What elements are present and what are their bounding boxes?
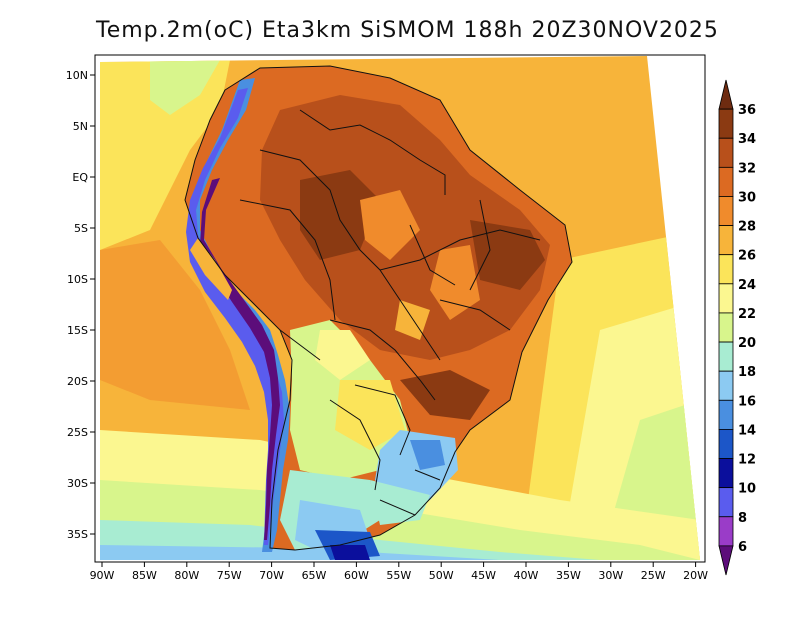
- lat-tick-label: 10N: [66, 69, 88, 82]
- colorbar-label: 26: [738, 249, 756, 264]
- colorbar-segment: [718, 458, 734, 489]
- country-borders: [184, 65, 573, 551]
- lat-tick-label: 10S: [67, 273, 88, 286]
- colorbar-label: 32: [738, 161, 756, 176]
- lon-tick-label: 25W: [641, 569, 666, 582]
- lat-tick-label: EQ: [72, 171, 88, 184]
- lon-tick-label: 50W: [429, 569, 454, 582]
- colorbar-label: 10: [738, 482, 756, 497]
- colorbar-label: 24: [738, 278, 756, 293]
- lat-tick-label: 5N: [73, 120, 88, 133]
- lon-tick-label: 80W: [174, 569, 199, 582]
- lon-tick-label: 35W: [556, 569, 581, 582]
- colorbar-label: 18: [738, 365, 756, 380]
- lat-tick-label: 25S: [67, 426, 88, 439]
- lon-tick-label: 85W: [132, 569, 157, 582]
- colorbar-label: 34: [738, 132, 756, 147]
- lon-tick-label: 75W: [217, 569, 242, 582]
- colorbar-label: 30: [738, 190, 756, 205]
- lon-tick-label: 20W: [683, 569, 708, 582]
- colorbar-segment: [718, 341, 734, 372]
- colorbar-label: 12: [738, 453, 756, 468]
- colorbar-label: 8: [738, 511, 747, 526]
- colorbar-segment: [718, 516, 734, 547]
- lat-tick-label: 5S: [74, 222, 88, 235]
- lat-tick-label: 35S: [67, 528, 88, 541]
- colorbar-label: 22: [738, 307, 756, 322]
- colorbar-label: 28: [738, 220, 756, 235]
- lat-tick-label: 30S: [67, 477, 88, 490]
- colorbar: 36 34 32 30 28 26 24 22 20 18 16 14 12 10 8 6: [718, 79, 756, 576]
- colorbar-label: 14: [738, 423, 756, 438]
- colorbar-segment: [718, 225, 734, 256]
- colorbar-segment: [718, 312, 734, 343]
- colorbar-segment: [718, 108, 734, 139]
- lon-tick-label: 90W: [90, 569, 115, 582]
- colorbar-label: 6: [738, 540, 747, 555]
- colorbar-segment: [718, 545, 734, 576]
- lon-tick-label: 40W: [514, 569, 539, 582]
- colorbar-segment: [718, 79, 734, 110]
- colorbar-segment: [718, 370, 734, 401]
- lon-tick-label: 55W: [386, 569, 411, 582]
- lon-tick-label: 70W: [259, 569, 284, 582]
- lon-tick-label: 65W: [302, 569, 327, 582]
- lon-tick-label: 45W: [471, 569, 496, 582]
- map-frame: [94, 54, 706, 563]
- colorbar-segment: [718, 166, 734, 197]
- temperature-field: [100, 56, 700, 560]
- colorbar-segment: [718, 399, 734, 430]
- colorbar-segment: [718, 429, 734, 459]
- lat-tick-label: 15S: [67, 324, 88, 337]
- lon-tick-label: 60W: [344, 569, 369, 582]
- colorbar-segment: [718, 137, 734, 168]
- colorbar-segment: [718, 196, 734, 226]
- colorbar-label: 36: [738, 103, 756, 118]
- colorbar-segment: [718, 254, 734, 285]
- colorbar-label: 20: [738, 336, 756, 351]
- colorbar-label: 16: [738, 394, 756, 409]
- lat-tick-label: 20S: [67, 375, 88, 388]
- map-title: Temp.2m(oC) Eta3km SiSMOM 188h 20Z30NOV2…: [96, 18, 719, 43]
- latitude-ticks: 10N 5N EQ 5S 10S 15S 20S 25S 30S 35S: [66, 69, 95, 541]
- lon-tick-label: 30W: [598, 569, 623, 582]
- colorbar-segment: [718, 283, 734, 314]
- longitude-ticks: 90W 85W 80W 75W 70W 65W 60W 55W 50W 45W 40W 35W 30W 2…: [90, 562, 708, 582]
- colorbar-segment: [718, 487, 734, 518]
